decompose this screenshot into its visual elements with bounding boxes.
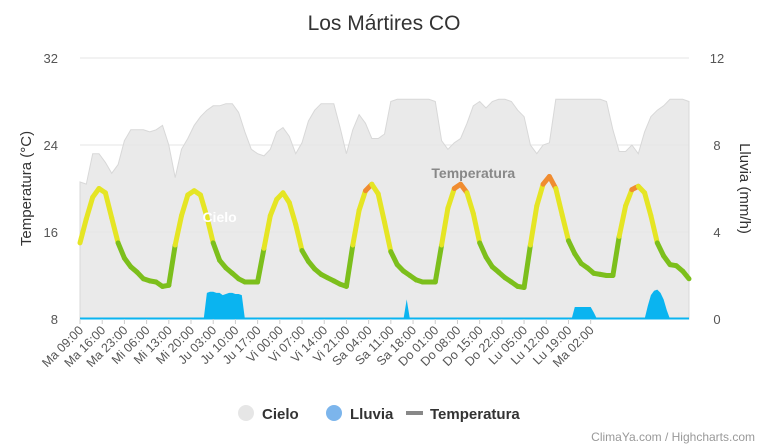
temperatura-segment (350, 207, 362, 248)
temperatura-segment (267, 196, 280, 219)
temperatura-segment (553, 186, 565, 218)
legend-label: Cielo (262, 406, 299, 423)
temperatura-segment (83, 194, 96, 222)
temperatura-segment (343, 242, 356, 289)
credits[interactable]: ClimaYa.com / Highcharts.com (591, 430, 755, 444)
legend-marker (326, 405, 342, 421)
cielo-series (79, 98, 690, 320)
temperatura-segment (623, 187, 635, 209)
temperatura-segment (445, 186, 457, 211)
legend-label: Temperatura (430, 406, 520, 423)
temperatura-segment (559, 212, 571, 244)
temperatura-segment (432, 242, 445, 285)
temperatura-segment (293, 221, 305, 253)
cielo-annotation: Cielo (202, 209, 236, 225)
temperatura-segment (527, 203, 540, 248)
temperatura-series (77, 174, 692, 290)
temperatura-segment (261, 213, 273, 251)
legend[interactable]: Cielo Lluvia Temperatura (238, 405, 520, 423)
y-left-tick-label: 8 (51, 312, 58, 327)
temperatura-segment (521, 242, 533, 290)
legend-item-temperatura[interactable]: Temperatura (406, 406, 520, 423)
temperatura-segment (166, 242, 178, 288)
y-left-tick-label: 16 (44, 225, 58, 240)
temperatura-segment (102, 190, 115, 221)
temperatura-segment (616, 203, 629, 239)
y-left-tick-label: 32 (44, 51, 58, 66)
temperatura-segment (198, 192, 210, 220)
temperatura-segment (464, 190, 476, 216)
temperatura-segment (179, 192, 191, 219)
temperatura-segment (648, 213, 660, 246)
y-right-tick-label: 4 (713, 225, 720, 240)
temperatura-segment (172, 213, 184, 248)
legend-marker (238, 405, 254, 421)
legend-item-cielo[interactable]: Cielo (238, 405, 299, 423)
temperatura-segment (642, 190, 654, 219)
annotations: Cielo Temperatura (202, 165, 515, 225)
y-right-tick-label: 0 (713, 312, 720, 327)
chart-title: Los Mártires CO (308, 12, 461, 35)
lluvia-series (80, 289, 689, 320)
temperatura-segment (109, 215, 121, 246)
temperatura-segment (439, 205, 451, 248)
y-right-tick-label: 12 (710, 51, 724, 66)
temperatura-segment (115, 240, 127, 261)
temperatura-segment (255, 245, 267, 285)
y-right-tick-label: 8 (713, 138, 720, 153)
lluvia-area (80, 289, 689, 319)
temperatura-segment (210, 240, 223, 263)
cielo-area (79, 98, 690, 320)
temperatura-segment (610, 233, 622, 278)
temperatura-segment (477, 240, 489, 260)
temperatura-segment (356, 188, 368, 213)
legend-item-lluvia[interactable]: Lluvia (326, 405, 394, 423)
temperatura-segment (77, 216, 89, 246)
y-right-axis-title: Lluvia (mm/h) (736, 143, 753, 234)
temperatura-segment (470, 211, 483, 246)
temperatura-segment (382, 219, 394, 255)
legend-label: Lluvia (350, 406, 394, 423)
temperatura-segment (204, 214, 216, 246)
temperatura-segment (534, 181, 546, 209)
temperatura-segment (680, 268, 692, 282)
temperatura-segment (286, 200, 299, 227)
temperatura-annotation: Temperatura (431, 165, 515, 181)
temperatura-segment (375, 191, 387, 225)
y-left-tick-label: 24 (44, 138, 58, 153)
y-left-axis-title: Temperatura (°C) (18, 131, 35, 246)
